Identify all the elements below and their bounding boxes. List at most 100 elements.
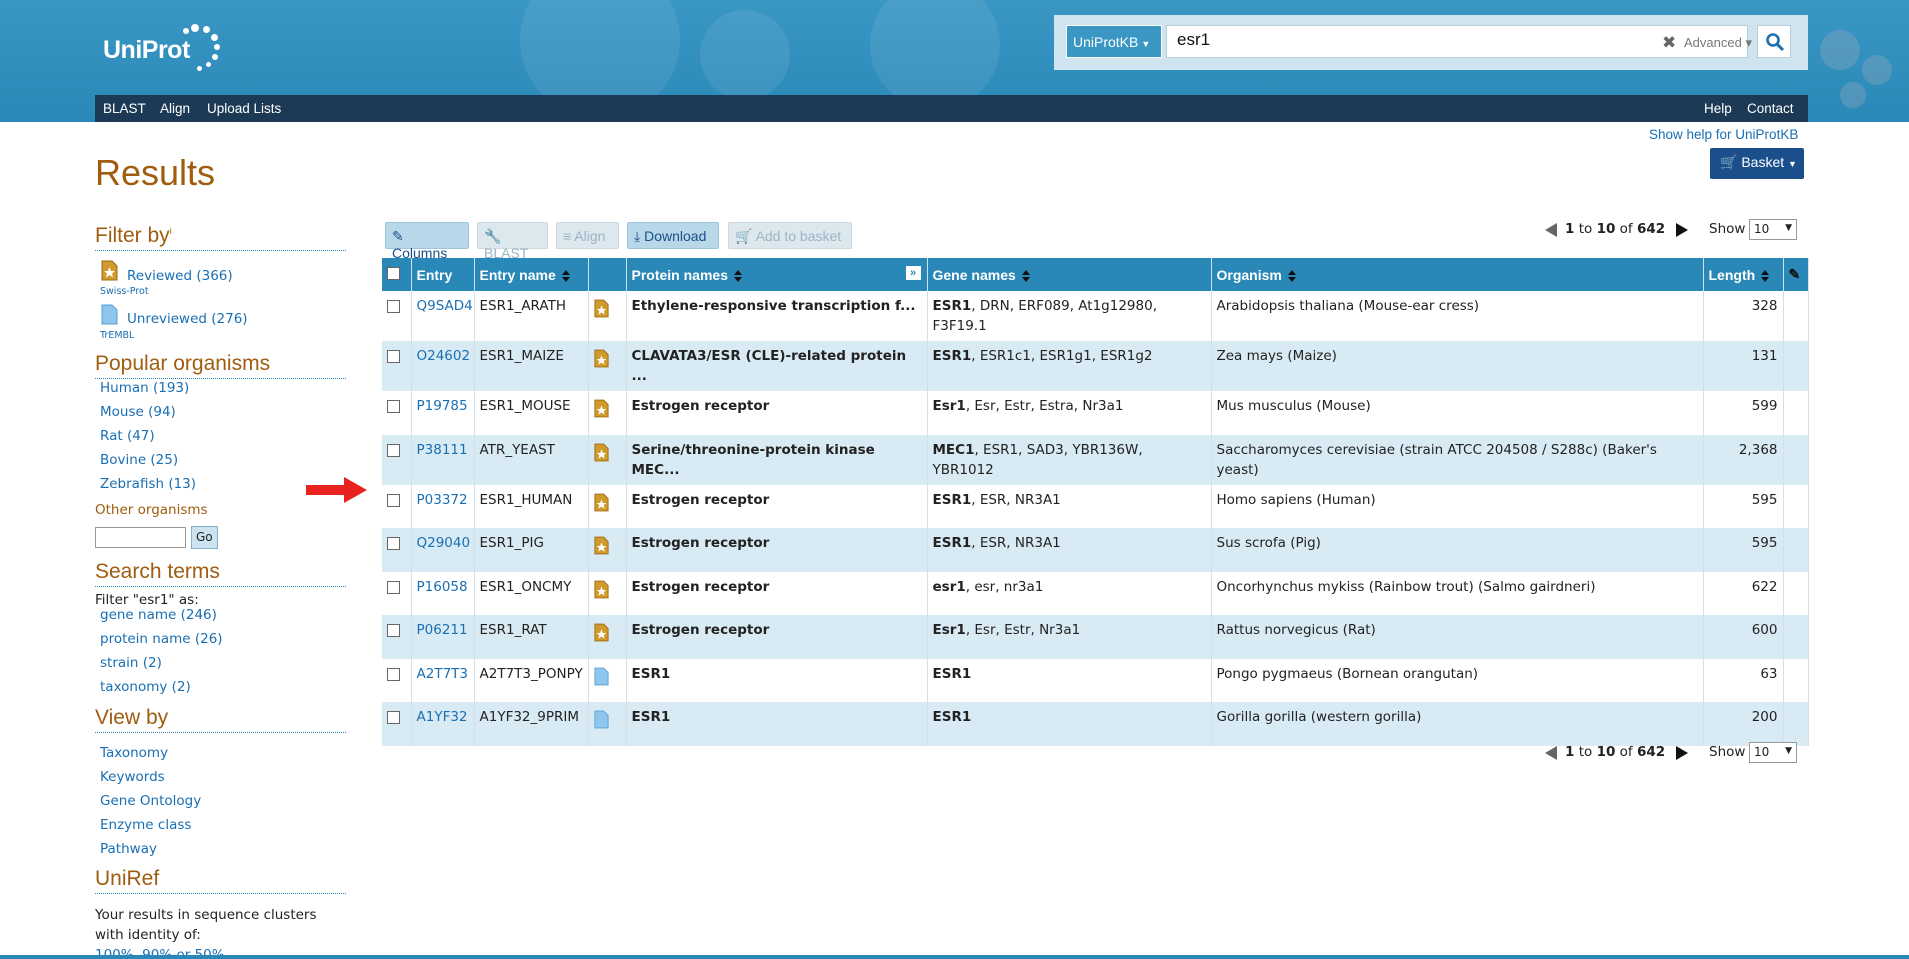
select-all-checkbox[interactable] [387,266,400,280]
reviewed-icon [593,399,609,418]
view-by-link[interactable]: Pathway [100,841,157,857]
row-edit-cell [1783,658,1809,702]
col-protein-names[interactable]: Protein names» [626,258,928,291]
clear-search-icon[interactable]: ✖ [1662,33,1677,53]
entry-link[interactable]: P03372 [411,484,475,528]
entry-link[interactable]: A1YF32 [411,702,475,746]
search-term-link[interactable]: taxonomy (2) [100,679,191,695]
results-per-page-select[interactable]: 10 ▼ [1749,219,1797,240]
status-cell [588,528,627,572]
expand-column-icon[interactable]: » [905,266,921,280]
entry-link[interactable]: P16058 [411,571,475,615]
view-by-link[interactable]: Gene Ontology [100,793,202,809]
nav-upload-lists[interactable]: Upload Lists [207,101,282,116]
blast-button[interactable]: 🔧BLAST [477,222,548,261]
organism-link[interactable]: Mouse (94) [100,404,176,420]
row-checkbox[interactable] [387,580,400,594]
protein-name: Serine/threonine-protein kinase MEC... [626,434,928,485]
row-checkbox[interactable] [387,537,400,550]
organism-link[interactable]: Bovine (25) [100,452,179,468]
uniprot-logo[interactable]: UniProt [103,22,223,78]
entry-link[interactable]: Q29040 [411,528,475,572]
next-page-icon[interactable] [1676,746,1688,760]
entry-link[interactable]: Q9SAD4 [411,291,475,341]
table-row[interactable]: A1YF32 A1YF32_9PRIM ESR1 ESR1 Gorilla gorill… [382,702,1809,746]
table-row[interactable]: Q29040 ESR1_PIG Estrogen receptor ESR1, ESR… [382,528,1809,572]
nav-blast[interactable]: BLAST [103,101,146,116]
table-row[interactable]: P19785 ESR1_MOUSE Estrogen receptor Esr1, E… [382,391,1809,435]
row-checkbox[interactable] [387,624,400,637]
entry-link[interactable]: A2T7T3 [411,658,475,702]
view-by-link[interactable]: Keywords [100,769,165,785]
advanced-search-toggle[interactable]: Advanced ▾ [1684,35,1752,50]
entry-link[interactable]: O24602 [411,341,475,391]
row-checkbox[interactable] [387,350,400,363]
row-checkbox[interactable] [387,300,400,313]
col-gene-names[interactable]: Gene names [927,258,1212,291]
other-organism-input[interactable] [95,527,186,548]
database-select[interactable]: UniProtKB ▼ [1066,25,1162,58]
next-page-icon[interactable] [1676,223,1688,237]
entry-link[interactable]: P06211 [411,615,475,659]
align-button[interactable]: ≡ Align [556,222,619,249]
nav-help[interactable]: Help [1704,101,1732,116]
download-button[interactable]: ⤓ Download [627,222,719,249]
gene-primary: ESR1 [932,491,972,508]
table-row[interactable]: P16058 ESR1_ONCMY Estrogen receptor esr1, e… [382,571,1809,615]
sort-icon[interactable] [1761,269,1770,282]
sort-icon[interactable] [733,269,743,282]
search-term-link[interactable]: gene name (246) [100,607,217,623]
organism-link[interactable]: Rat (47) [100,428,155,444]
search-button[interactable] [1757,25,1791,58]
organism-link[interactable]: Human (193) [100,380,190,396]
table-row[interactable]: P06211 ESR1_RAT Estrogen receptor Esr1, Esr… [382,615,1809,659]
add-to-basket-button[interactable]: 🛒 Add to basket [728,222,852,249]
row-checkbox[interactable] [387,400,400,413]
edit-columns-cell[interactable]: ✎ [1783,258,1809,291]
search-term-link[interactable]: strain (2) [100,655,162,671]
entry-link[interactable]: P38111 [411,434,475,485]
gene-primary: Esr1 [932,622,966,638]
basket-button[interactable]: 🛒 Basket ▼ [1710,148,1804,179]
sort-icon[interactable] [1021,269,1031,282]
uniref-text: with identity of: [95,927,201,943]
filter-unreviewed[interactable]: Unreviewed (276) [127,311,248,327]
previous-page-icon[interactable] [1545,746,1557,760]
columns-button[interactable]: ✎ Columns [385,222,469,261]
view-by-link[interactable]: Taxonomy [100,745,169,761]
col-organism[interactable]: Organism [1211,258,1704,291]
page-title: Results [95,152,216,193]
previous-page-icon[interactable] [1545,223,1557,237]
gene-synonyms: , ESR1c1, ESR1g1, ESR1g2 [971,348,1153,364]
go-button[interactable]: Go [191,526,218,549]
search-input[interactable]: esr1 [1166,25,1748,58]
row-checkbox[interactable] [387,493,400,507]
gene-primary: ESR1 [932,709,972,725]
nav-contact[interactable]: Contact [1747,101,1794,116]
col-entry[interactable]: Entry [411,258,475,291]
col-entry-name[interactable]: Entry name [474,258,589,291]
col-length[interactable]: Length [1703,258,1784,291]
results-per-page-select[interactable]: 10 ▼ [1749,742,1797,763]
table-row[interactable]: P03372 ESR1_HUMAN Estrogen receptor ESR1, E… [382,484,1809,528]
nav-align[interactable]: Align [160,101,191,116]
row-checkbox[interactable] [387,443,400,457]
sort-icon[interactable] [1287,269,1297,282]
organism-link[interactable]: Zebrafish (13) [100,476,197,492]
search-term-link[interactable]: protein name (26) [100,631,223,647]
table-row[interactable]: O24602 ESR1_MAIZE CLAVATA3/ESR (CLE)-relat… [382,341,1809,391]
table-row[interactable]: Q9SAD4 ESR1_ARATH Ethylene-responsive tran… [382,291,1809,341]
reviewed-icon [593,299,609,318]
filter-reviewed[interactable]: Reviewed (366) [127,268,233,284]
view-by-link[interactable]: Enzyme class [100,817,192,833]
entry-link[interactable]: P19785 [411,391,475,435]
row-checkbox[interactable] [387,667,400,681]
protein-name: Estrogen receptor [626,484,928,528]
pencil-icon: ✎ [1788,266,1801,282]
table-row[interactable]: A2T7T3 A2T7T3_PONPY ESR1 ESR1 Pongo pygmaeus… [382,658,1809,702]
sort-icon[interactable] [561,269,571,282]
table-row[interactable]: P38111 ATR_YEAST Serine/threonine-protein … [382,434,1809,485]
show-help-link[interactable]: Show help for UniProtKB [1649,127,1799,142]
uniref-heading: UniRef [95,867,346,894]
row-checkbox[interactable] [387,711,400,724]
